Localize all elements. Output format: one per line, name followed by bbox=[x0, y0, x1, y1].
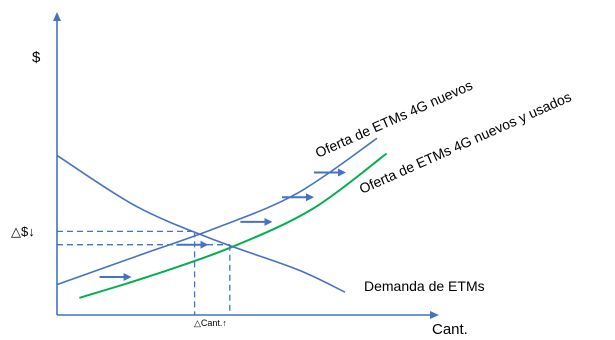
series-line-demand bbox=[56, 154, 346, 293]
quantity-change-label: △Cant.↑ bbox=[194, 318, 227, 328]
price-change-label: △$↓ bbox=[11, 224, 35, 239]
series-label-demand: Demanda de ETMs bbox=[364, 278, 485, 294]
series-line-supply-new bbox=[56, 137, 378, 286]
y-axis-label: $ bbox=[32, 49, 41, 66]
series-label-supply-new-and-used: Oferta de ETMs 4G nuevos y usados bbox=[357, 88, 574, 196]
x-axis-label: Cant. bbox=[432, 321, 468, 338]
shift-arrows bbox=[99, 168, 346, 281]
